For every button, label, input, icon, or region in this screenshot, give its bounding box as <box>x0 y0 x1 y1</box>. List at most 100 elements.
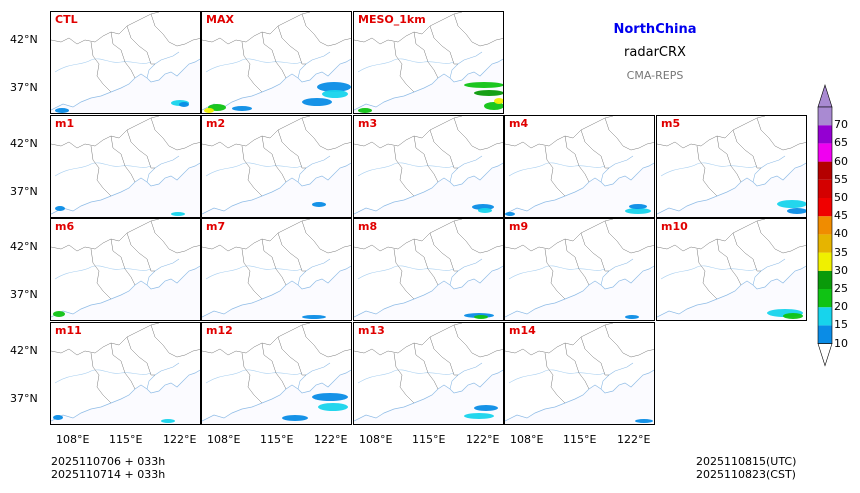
coastline <box>449 362 483 390</box>
province-border <box>110 238 136 286</box>
province-border <box>393 352 415 404</box>
province-border <box>150 13 200 47</box>
coastline <box>297 51 331 79</box>
coastline <box>202 369 351 422</box>
reflectivity-echo <box>232 106 252 111</box>
province-border <box>580 232 609 272</box>
province-border <box>393 145 415 197</box>
river <box>660 162 758 177</box>
reflectivity-echo <box>464 82 503 88</box>
coastline <box>146 51 180 79</box>
province-border <box>51 116 160 149</box>
province-border <box>716 135 742 183</box>
province-border <box>261 31 287 79</box>
panel-label: m13 <box>358 324 385 337</box>
lon-label: 108°E <box>510 433 544 446</box>
sea-area <box>505 266 654 320</box>
province-border <box>732 129 761 169</box>
reflectivity-echo <box>317 82 351 92</box>
panel-max: MAX <box>201 11 352 114</box>
variable-title: radarCRX <box>624 45 686 60</box>
colorbar-tick-label: 15 <box>834 318 848 332</box>
lon-label: 115°E <box>109 433 143 446</box>
reflectivity-echo <box>625 208 651 214</box>
province-border <box>413 238 439 286</box>
colorbar-tick-label: 10 <box>834 336 848 350</box>
colorbar-segment <box>818 198 832 217</box>
reflectivity-echo <box>635 419 653 423</box>
colorbar-segment <box>818 234 832 253</box>
colorbar-tick-label: 30 <box>834 263 848 277</box>
province-border <box>580 336 609 376</box>
panel-m8: m8 <box>353 218 504 321</box>
map-canvas <box>354 12 503 113</box>
panel-m10: m10 <box>656 218 807 321</box>
coastline <box>752 155 786 183</box>
province-border <box>90 145 112 197</box>
sea-area <box>505 370 654 424</box>
coastline <box>657 265 806 318</box>
province-border <box>354 323 463 356</box>
province-border <box>696 145 718 197</box>
lat-label: 42°N <box>10 344 38 357</box>
coastline <box>297 362 331 390</box>
lon-label: 122°E <box>163 433 197 446</box>
map-canvas <box>202 12 351 113</box>
lon-label: 108°E <box>359 433 393 446</box>
panel-label: m14 <box>509 324 536 337</box>
panel-label: MESO_1km <box>358 13 426 26</box>
coastline <box>202 58 351 111</box>
province-border <box>564 238 590 286</box>
province-border <box>657 219 766 252</box>
river <box>54 162 152 177</box>
coastline <box>600 258 634 286</box>
panel-label: m2 <box>206 117 226 130</box>
lon-label: 115°E <box>260 433 294 446</box>
river <box>508 369 606 384</box>
panel-m6: m6 <box>50 218 201 321</box>
map-canvas <box>354 116 503 217</box>
colorbar-tick-label: 20 <box>834 300 848 314</box>
panel-label: m11 <box>55 324 82 337</box>
map-canvas <box>505 323 654 424</box>
colorbar-segment <box>818 107 832 126</box>
panel-label: m7 <box>206 220 226 233</box>
lat-label: 42°N <box>10 137 38 150</box>
province-border <box>429 232 458 272</box>
lon-label: 122°E <box>617 433 651 446</box>
reflectivity-echo <box>312 202 326 207</box>
panel-label: m12 <box>206 324 233 337</box>
province-border <box>277 25 306 65</box>
panel-ctl: CTL <box>50 11 201 114</box>
reflectivity-echo <box>783 313 803 319</box>
coastline <box>505 369 654 422</box>
panel-m13: m13 <box>353 322 504 425</box>
province-border <box>505 116 614 149</box>
river <box>357 265 455 280</box>
province-border <box>90 41 112 93</box>
province-border <box>756 220 806 254</box>
coastline <box>449 155 483 183</box>
sea-area <box>202 266 351 320</box>
lat-label: 42°N <box>10 33 38 46</box>
colorbar-segment <box>818 252 832 271</box>
province-border <box>732 232 761 272</box>
panel-label: m5 <box>661 117 681 130</box>
province-border <box>202 323 311 356</box>
sea-area <box>51 163 200 217</box>
coastline <box>354 265 503 318</box>
sea-area <box>657 163 806 217</box>
coastline <box>202 162 351 215</box>
coastline <box>354 369 503 422</box>
province-border <box>393 248 415 300</box>
province-border <box>453 117 503 151</box>
province-border <box>202 219 311 252</box>
colorbar-tick-label: 70 <box>834 118 848 132</box>
province-border <box>126 336 155 376</box>
reflectivity-echo <box>318 403 348 411</box>
province-border <box>413 31 439 79</box>
reflectivity-echo <box>204 108 214 113</box>
reflectivity-echo <box>55 206 65 211</box>
province-border <box>429 129 458 169</box>
lat-label: 37°N <box>10 288 38 301</box>
